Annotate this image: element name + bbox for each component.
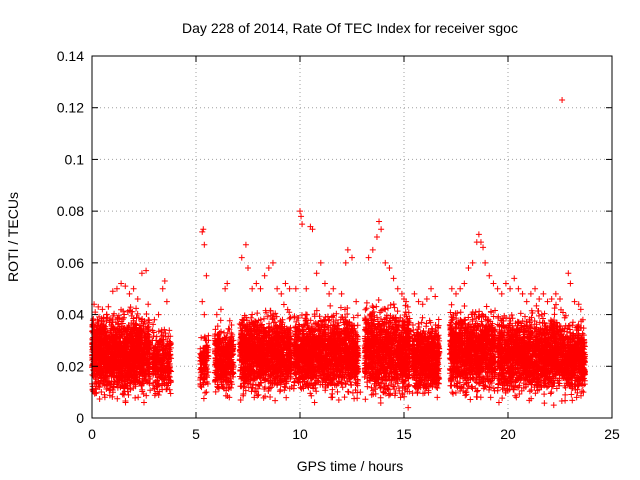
data-point — [143, 311, 150, 318]
data-point — [267, 394, 274, 401]
data-point — [280, 301, 287, 308]
data-point — [283, 394, 290, 401]
data-point — [122, 398, 129, 405]
data-point — [202, 389, 209, 396]
data-point — [125, 391, 132, 398]
grid-lines — [92, 56, 612, 418]
data-point — [313, 388, 320, 395]
data-point — [134, 310, 141, 317]
data-point — [266, 385, 273, 392]
chart-title: Day 228 of 2014, Rate Of TEC Index for r… — [182, 20, 518, 36]
data-point — [284, 306, 291, 313]
data-point — [90, 315, 97, 322]
data-point — [254, 310, 261, 317]
data-point — [351, 395, 358, 402]
data-point — [133, 305, 140, 312]
data-point — [217, 317, 224, 324]
data-point — [132, 394, 139, 401]
data-point — [276, 388, 283, 395]
data-point — [272, 397, 279, 404]
data-points — [89, 96, 588, 411]
data-point — [286, 309, 293, 316]
data-point — [155, 392, 162, 399]
data-point — [348, 382, 355, 389]
data-point — [197, 345, 204, 352]
data-point — [200, 395, 207, 402]
data-point — [335, 396, 342, 403]
data-point — [311, 399, 318, 406]
data-point — [145, 316, 152, 323]
data-point — [225, 325, 232, 332]
data-point — [96, 396, 103, 403]
data-point — [354, 322, 361, 329]
data-point — [135, 394, 142, 401]
data-point — [153, 333, 160, 340]
data-point — [222, 392, 229, 399]
data-point — [298, 312, 305, 319]
data-point — [249, 311, 256, 318]
data-point — [341, 394, 348, 401]
data-point — [133, 314, 140, 321]
data-point — [327, 302, 334, 309]
data-point — [166, 327, 173, 334]
data-point — [105, 303, 112, 310]
data-point — [167, 390, 174, 397]
